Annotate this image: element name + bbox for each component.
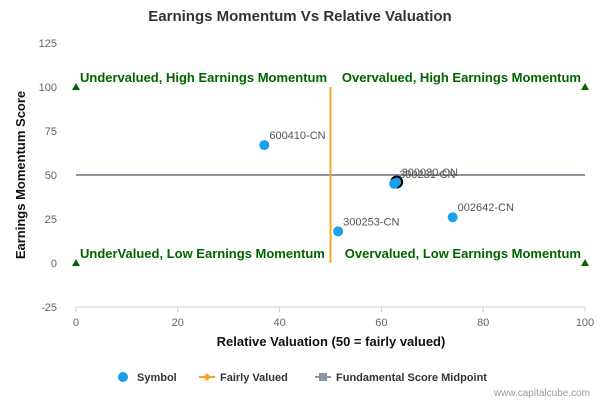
axes: 0 20 40 60 80 100 -25 0 25 50 75 100 125 [39,38,595,329]
triangle-marker-icon [581,259,589,266]
y-tick-label: 125 [39,38,57,50]
quadrant-label-top-right: Overvalued, High Earnings Momentum [342,70,581,85]
x-tick-label: 100 [576,317,594,329]
data-point-label: 300030-CN [402,167,458,179]
quadrant-label-top-left: Undervalued, High Earnings Momentum [80,70,327,85]
legend-symbol-icon [118,372,128,382]
credit-text: www.capitalcube.com [493,388,590,399]
reference-lines [76,87,585,263]
y-tick-label: 100 [39,82,57,94]
y-axis-title: Earnings Momentum Score [13,91,28,259]
data-point[interactable] [333,226,344,237]
chart-title: Earnings Momentum Vs Relative Valuation [148,8,451,25]
y-tick-label: -25 [41,302,57,314]
legend-label: Fairly Valued [220,372,288,384]
legend-label: Fundamental Score Midpoint [336,372,487,384]
x-tick-label: 60 [375,317,387,329]
triangle-marker-icon [581,83,589,90]
data-point-label: 002642-CN [458,202,514,214]
data-point-label: 600410-CN [269,130,325,142]
y-tick-label: 0 [51,258,57,270]
data-point-label: 300231-CN [399,169,455,181]
corner-markers [72,83,589,266]
quadrant-label-bottom-right: Overvalued, Low Earnings Momentum [345,246,581,261]
data-point[interactable] [259,140,270,151]
legend[interactable]: Symbol Fairly Valued Fundamental Score Mid… [118,372,487,384]
triangle-marker-icon [72,259,80,266]
quadrant-labels: Undervalued, High Earnings Momentum Overv… [80,70,581,261]
data-point[interactable] [447,212,458,223]
x-tick-label: 20 [172,317,184,329]
triangle-marker-icon [72,83,80,90]
legend-label: Symbol [137,372,177,384]
x-tick-label: 80 [477,317,489,329]
y-tick-label: 75 [45,126,57,138]
x-axis-title: Relative Valuation (50 = fairly valued) [217,334,446,349]
quadrant-label-bottom-left: UnderValued, Low Earnings Momentum [80,246,325,261]
legend-square-icon [319,373,327,381]
x-tick-label: 0 [73,317,79,329]
x-tick-label: 40 [273,317,285,329]
y-tick-label: 25 [45,214,57,226]
legend-diamond-icon [203,373,211,381]
legend-item[interactable]: Fundamental Score Midpoint [315,372,487,384]
data-point-label: 300253-CN [343,216,399,228]
y-tick-label: 50 [45,170,57,182]
data-point[interactable] [389,178,400,189]
legend-item[interactable]: Fairly Valued [199,372,288,384]
legend-item[interactable]: Symbol [118,372,177,384]
